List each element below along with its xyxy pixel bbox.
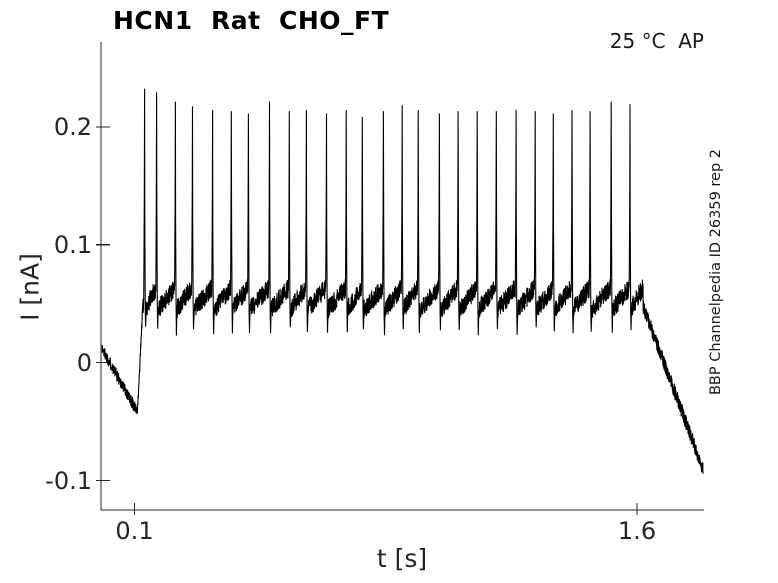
y-tick-label: 0.1 [53,230,92,259]
temperature-protocol-annotation: 25 °C AP [609,29,704,53]
y-tick-label: -0.1 [45,466,92,495]
y-tick-label: 0.2 [53,112,92,141]
chart-title: HCN1 Rat CHO_FT [113,6,390,35]
x-tick-label: 1.6 [617,517,657,545]
x-tick-label: 0.1 [115,517,154,545]
current-trace [101,88,704,474]
axes-spines [100,42,704,511]
y-tick-label: 0 [76,348,92,377]
axes-ticks [96,126,638,515]
x-axis-label: t [s] [376,544,428,573]
